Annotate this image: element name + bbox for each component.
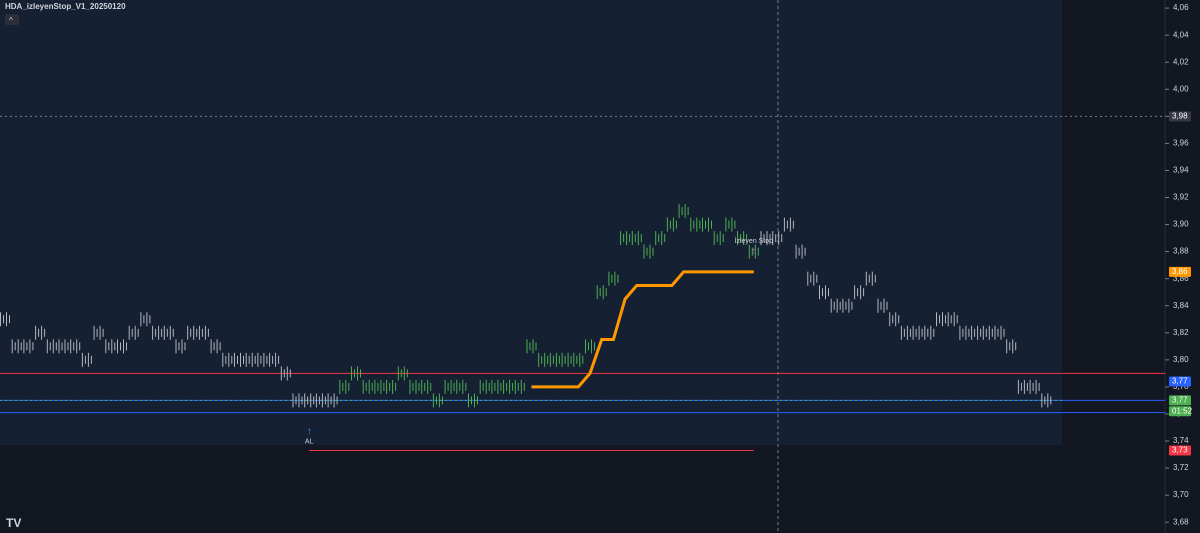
y-tick-label: 4,04	[1173, 30, 1189, 39]
y-tick-label: 4,02	[1173, 57, 1189, 66]
price-badge	[1169, 111, 1191, 122]
y-tick-label: 3,86	[1173, 274, 1189, 283]
price-badge	[1169, 406, 1191, 417]
y-tick-label: 3,92	[1173, 193, 1189, 202]
y-tick-label: 3,72	[1173, 463, 1189, 472]
y-tick-label: 3,74	[1173, 436, 1189, 445]
price-badge-label: 3,77	[1172, 377, 1188, 386]
y-tick-label: 3,84	[1173, 301, 1189, 310]
collapse-button[interactable]	[5, 14, 19, 25]
y-tick-label: 3,96	[1173, 139, 1189, 148]
stop-line	[531, 270, 754, 389]
indicator-title[interactable]: HDA_izleyenStop_V1_20250120	[5, 2, 126, 11]
y-tick-label: 3,78	[1173, 382, 1189, 391]
y-tick-label: 4,00	[1173, 84, 1189, 93]
y-tick-label: 3,94	[1173, 166, 1189, 175]
collapse-icon[interactable]: ^	[9, 16, 13, 25]
y-tick-label: 3,80	[1173, 355, 1189, 364]
price-badge-label: 3,77	[1172, 396, 1188, 405]
y-tick-label: 3,82	[1173, 328, 1189, 337]
y-tick-label: 3,88	[1173, 247, 1189, 256]
price-badge-label: 3,86	[1172, 267, 1188, 276]
price-badge	[1169, 266, 1191, 277]
price-badge	[1169, 445, 1191, 456]
logo[interactable]: TV	[6, 516, 21, 530]
plot-panel	[0, 0, 1062, 445]
signal-arrow: ↑	[751, 246, 756, 257]
price-badge	[1169, 395, 1191, 406]
price-badge-label: 01:52	[1172, 406, 1193, 415]
y-tick-label: 4,06	[1173, 3, 1189, 12]
y-tick-label: 3,90	[1173, 220, 1189, 229]
y-tick-label: 3,68	[1173, 517, 1189, 526]
annotation: İzleyen Stop	[735, 236, 774, 245]
price-badge	[1169, 376, 1191, 387]
price-badge-label: 3,98	[1172, 111, 1188, 120]
signal-arrow: ↑	[307, 426, 312, 437]
annotation: AL	[305, 438, 314, 445]
price-badge-label: 3,73	[1172, 446, 1188, 455]
y-tick-label: 3,70	[1173, 490, 1189, 499]
